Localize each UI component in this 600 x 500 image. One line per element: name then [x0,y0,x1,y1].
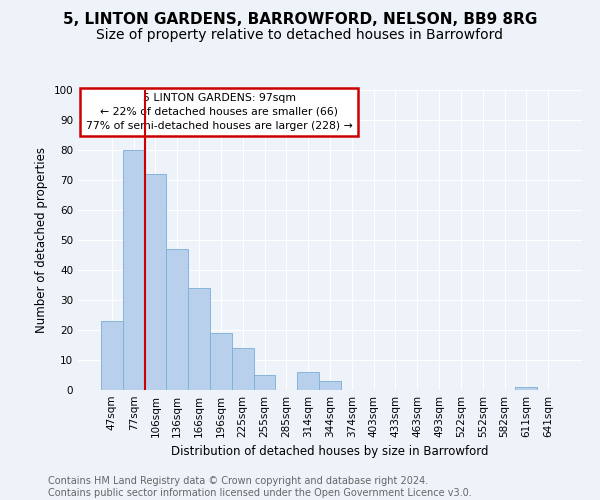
X-axis label: Distribution of detached houses by size in Barrowford: Distribution of detached houses by size … [171,446,489,458]
Text: 5, LINTON GARDENS, BARROWFORD, NELSON, BB9 8RG: 5, LINTON GARDENS, BARROWFORD, NELSON, B… [63,12,537,28]
Y-axis label: Number of detached properties: Number of detached properties [35,147,48,333]
Bar [232,348,254,390]
Bar [515,387,537,390]
Bar [210,333,232,390]
Bar [297,372,319,390]
Bar [188,288,210,390]
Text: Contains HM Land Registry data © Crown copyright and database right 2024.
Contai: Contains HM Land Registry data © Crown c… [48,476,472,498]
Bar [319,381,341,390]
Bar [254,375,275,390]
Text: Size of property relative to detached houses in Barrowford: Size of property relative to detached ho… [97,28,503,42]
Bar [166,249,188,390]
Bar [101,321,123,390]
Text: 5 LINTON GARDENS: 97sqm
← 22% of detached houses are smaller (66)
77% of semi-de: 5 LINTON GARDENS: 97sqm ← 22% of detache… [86,93,352,131]
Bar [145,174,166,390]
Bar [123,150,145,390]
